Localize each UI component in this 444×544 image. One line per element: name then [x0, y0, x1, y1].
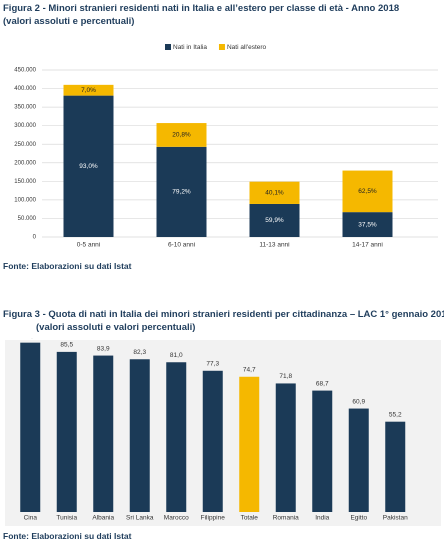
value-label: 55,2 — [389, 411, 402, 418]
bar-segment — [156, 146, 207, 237]
x-tick-label: Tunisia — [56, 515, 77, 522]
bar — [56, 351, 77, 512]
value-label: 71,8 — [279, 373, 292, 380]
share-label: 62,5% — [358, 188, 377, 195]
x-tick-label: Romania — [273, 515, 299, 522]
share-label: 79,2% — [172, 189, 191, 196]
y-tick-label: 250.000 — [14, 142, 36, 148]
value-label: 77,3 — [206, 360, 219, 367]
value-label: 89,5 — [24, 338, 37, 339]
value-label: 83,9 — [97, 345, 110, 352]
bar — [348, 408, 369, 512]
bar-segment — [63, 95, 114, 238]
value-label: 74,7 — [243, 366, 256, 373]
chart: 89,5 Cina 85,5 Tunisia 83,9 Albania 82,3 Sri La… — [5, 338, 441, 526]
value-label: 60,9 — [352, 398, 365, 405]
x-tick-label: Egitto — [350, 515, 367, 522]
chart: 0 50.000 100.000 150.000 200.000 250.000 300.0… — [14, 44, 438, 249]
bar — [129, 359, 150, 512]
bar-segment — [249, 181, 300, 204]
x-tick-label: 6-10 anni — [168, 242, 195, 249]
source: Fonte: Elaborazioni su dati Istat — [3, 261, 132, 271]
bar-segment — [342, 170, 393, 213]
bar-segment — [63, 84, 114, 96]
x-tick-label: India — [315, 515, 329, 522]
y-tick-label: 100.000 — [14, 197, 36, 203]
bar — [312, 390, 333, 512]
y-tick-label: 350.000 — [14, 105, 36, 111]
y-tick-label: 200.000 — [14, 160, 36, 166]
y-tick-label: 300.000 — [14, 123, 36, 129]
legend-swatch — [218, 44, 225, 50]
bar — [385, 421, 406, 512]
source: Fonte: Elaborazioni su dati Istat — [3, 531, 132, 541]
figure-subtitle: (valori assoluti e valori percentuali) — [36, 322, 196, 333]
share-label: 93,0% — [79, 163, 98, 170]
figure-subtitle: (valori assoluti e percentuali) — [3, 16, 135, 27]
bar-segment — [249, 203, 300, 237]
y-tick-label: 400.000 — [14, 86, 36, 92]
x-tick-label: Pakistan — [383, 515, 408, 522]
bar — [93, 355, 114, 512]
x-tick-label: 11-13 anni — [259, 242, 289, 249]
bar — [20, 342, 41, 512]
x-tick-label: 14-17 anni — [352, 242, 383, 249]
share-label: 59,9% — [265, 217, 284, 224]
value-label: 81,0 — [170, 352, 183, 359]
x-tick-label: Marocco — [164, 515, 189, 522]
share-label: 7,0% — [81, 87, 96, 94]
y-tick-label: 0 — [33, 235, 37, 241]
bar — [166, 362, 187, 512]
y-tick-label: 450.000 — [14, 68, 36, 74]
y-tick-label: 50.000 — [18, 216, 37, 222]
x-tick-label: Filippine — [201, 515, 226, 522]
value-label: 82,3 — [133, 349, 146, 356]
bar — [202, 370, 223, 512]
figure-title: Figura 3 - Quota di nati in Italia dei m… — [3, 309, 444, 320]
x-tick-label: Cina — [24, 515, 38, 522]
share-label: 40,1% — [265, 190, 284, 197]
value-label: 85,5 — [60, 342, 73, 349]
bar — [239, 376, 260, 512]
figure-title: Figura 2 - Minori stranieri residenti na… — [3, 3, 400, 14]
x-tick-label: 0-5 anni — [77, 242, 101, 249]
legend-label: Nati in Italia — [173, 44, 207, 51]
share-label: 20,8% — [172, 132, 191, 139]
legend-swatch — [165, 44, 171, 50]
share-label: 37,5% — [358, 221, 377, 228]
bar-segment — [156, 123, 207, 147]
bar — [275, 383, 296, 512]
bar-segment — [342, 212, 393, 237]
x-tick-label: Albania — [92, 515, 114, 522]
x-tick-label: Sri Lanka — [126, 515, 154, 522]
y-tick-label: 150.000 — [14, 179, 36, 185]
value-label: 68,7 — [316, 380, 329, 387]
x-tick-label: Totale — [241, 515, 259, 522]
legend-label: Nati all'estero — [227, 44, 267, 51]
